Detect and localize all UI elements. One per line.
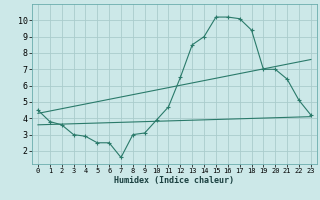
X-axis label: Humidex (Indice chaleur): Humidex (Indice chaleur)	[115, 176, 234, 185]
